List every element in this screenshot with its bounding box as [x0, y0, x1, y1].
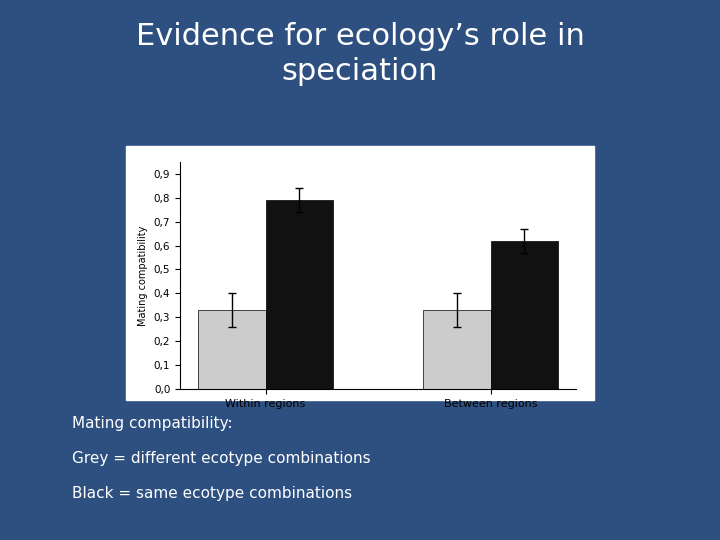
Text: Evidence for ecology’s role in
speciation: Evidence for ecology’s role in speciatio… — [135, 22, 585, 86]
Text: Grey = different ecotype combinations: Grey = different ecotype combinations — [72, 451, 371, 466]
Bar — [423, 310, 490, 389]
Y-axis label: Mating compatibility: Mating compatibility — [138, 225, 148, 326]
Text: Mating compatibility:: Mating compatibility: — [72, 416, 233, 431]
Text: Black = same ecotype combinations: Black = same ecotype combinations — [72, 486, 352, 501]
Bar — [198, 310, 266, 389]
Bar — [266, 200, 333, 389]
Bar — [490, 241, 558, 389]
